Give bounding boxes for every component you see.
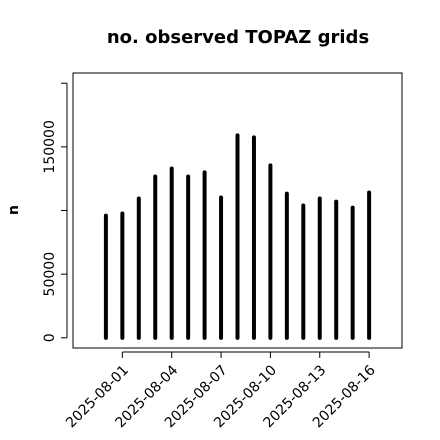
plot-box <box>72 72 403 349</box>
y-tick-label: 0 <box>42 333 58 342</box>
y-tick-label: 50000 <box>42 252 58 297</box>
chart-title: no. observed TOPAZ grids <box>107 27 369 48</box>
y-tick-label: 150000 <box>42 120 58 173</box>
y-axis-label: n <box>6 205 22 215</box>
